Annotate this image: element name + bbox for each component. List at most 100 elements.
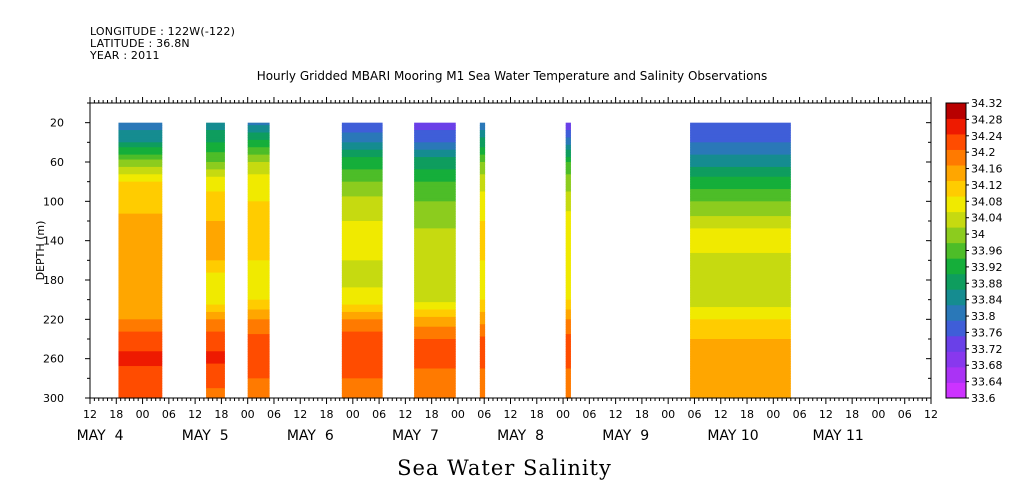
- data-cell: [690, 225, 791, 229]
- data-cell: [479, 122, 486, 126]
- data-cell: [565, 230, 571, 234]
- data-cell: [247, 366, 270, 370]
- data-cell: [118, 230, 163, 234]
- data-cell: [118, 329, 163, 333]
- data-cell: [690, 280, 791, 284]
- data-cell: [479, 174, 486, 178]
- data-cell: [341, 127, 383, 131]
- data-cell: [247, 250, 270, 254]
- data-cell: [118, 260, 163, 264]
- data-cell: [690, 265, 791, 269]
- data-cell: [247, 284, 270, 288]
- data-cell: [414, 213, 456, 217]
- data-cell: [341, 125, 383, 129]
- data-cell: [118, 252, 163, 257]
- data-cell: [414, 198, 456, 202]
- data-cell: [414, 238, 456, 242]
- data-cell: [247, 196, 270, 200]
- data-cell: [118, 319, 163, 323]
- colorbar-swatch: [946, 351, 966, 368]
- data-cell: [206, 393, 225, 397]
- data-cell: [247, 324, 270, 328]
- data-cell: [118, 189, 163, 193]
- data-cell: [206, 186, 225, 190]
- colorbar-label: 34.28: [971, 113, 1003, 126]
- data-cell: [118, 363, 163, 367]
- data-cell: [206, 361, 225, 365]
- data-cell: [690, 134, 791, 139]
- data-cell: [341, 275, 383, 279]
- data-cell: [118, 169, 163, 173]
- data-cell: [479, 289, 486, 293]
- data-cell: [247, 243, 270, 247]
- data-cell: [565, 250, 571, 254]
- data-cell: [479, 346, 486, 350]
- data-cell: [414, 282, 456, 286]
- data-cell: [690, 221, 791, 225]
- data-cell: [690, 176, 791, 180]
- data-cell: [479, 284, 486, 288]
- data-cell: [479, 262, 486, 266]
- data-cell: [414, 309, 456, 313]
- data-cell: [479, 250, 486, 254]
- data-cell: [565, 221, 571, 225]
- data-cell: [118, 267, 163, 271]
- data-cell: [414, 395, 456, 399]
- data-cell: [414, 149, 456, 153]
- data-cell: [206, 193, 225, 198]
- data-cell: [690, 287, 791, 291]
- data-cell: [479, 184, 486, 188]
- data-cell: [247, 189, 270, 193]
- data-cell: [341, 277, 383, 281]
- x-day-label: MAY 7: [392, 428, 439, 444]
- data-cell: [690, 228, 791, 232]
- data-cell: [565, 346, 571, 350]
- data-cell: [479, 159, 486, 163]
- data-cell: [247, 132, 270, 136]
- colorbar-swatch: [946, 211, 966, 228]
- colorbar-swatch: [946, 382, 966, 399]
- data-cell: [690, 223, 791, 227]
- data-cell: [690, 233, 791, 237]
- data-cell: [341, 154, 383, 158]
- data-cell: [206, 179, 225, 183]
- data-cell: [565, 216, 571, 220]
- data-cell: [247, 378, 270, 382]
- data-cell: [206, 292, 225, 296]
- data-cell: [118, 211, 163, 215]
- data-cell: [479, 216, 486, 220]
- data-cell: [206, 311, 225, 316]
- x-tick-label: 18: [635, 408, 649, 421]
- data-cell: [247, 208, 270, 212]
- data-cell: [479, 211, 486, 215]
- data-cell: [414, 284, 456, 288]
- data-cell: [479, 307, 486, 311]
- colorbar-swatch: [946, 320, 966, 337]
- data-cell: [341, 139, 383, 143]
- data-cell: [247, 245, 270, 249]
- data-cell: [118, 218, 163, 222]
- data-cell: [565, 211, 571, 215]
- data-cell: [414, 336, 456, 340]
- data-cell: [479, 171, 486, 175]
- data-cell: [206, 297, 225, 301]
- data-cell: [247, 233, 270, 237]
- colorbar-label: 33.64: [971, 376, 1003, 389]
- data-cell: [690, 289, 791, 293]
- data-cell: [414, 221, 456, 225]
- data-cell: [565, 243, 571, 247]
- data-cell: [414, 390, 456, 394]
- data-cell: [479, 282, 486, 286]
- colorbar-label: 34.08: [971, 195, 1003, 208]
- data-cell: [690, 370, 791, 375]
- data-cell: [118, 235, 163, 239]
- data-cell: [479, 358, 486, 362]
- data-cell: [414, 252, 456, 257]
- data-cell: [690, 363, 791, 367]
- data-cell: [479, 294, 486, 298]
- data-cell: [118, 191, 163, 195]
- data-cell: [247, 216, 270, 220]
- data-cell: [414, 373, 456, 377]
- data-cell: [247, 176, 270, 180]
- data-cell: [206, 137, 225, 141]
